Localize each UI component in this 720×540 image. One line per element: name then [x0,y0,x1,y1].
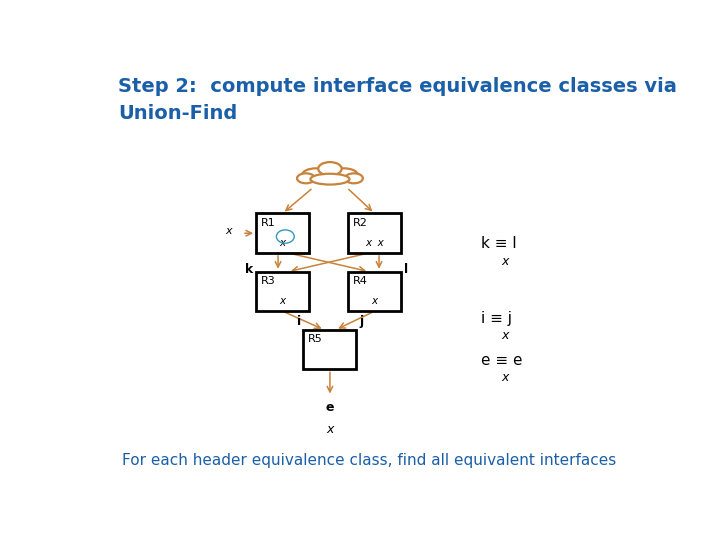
Text: x: x [502,329,509,342]
Text: R2: R2 [353,218,367,227]
Text: x: x [225,226,232,236]
Text: k ≡ l: k ≡ l [481,236,516,251]
Text: x: x [279,296,286,306]
Text: For each header equivalence class, find all equivalent interfaces: For each header equivalence class, find … [122,453,616,468]
Text: e ≡ e: e ≡ e [481,353,522,368]
Ellipse shape [318,162,342,176]
Bar [303,330,356,369]
Text: x  x: x x [365,238,384,248]
Ellipse shape [302,168,330,181]
Bar [348,272,401,311]
Text: j: j [359,315,364,328]
Text: x: x [279,238,286,248]
Text: R5: R5 [308,334,323,344]
Text: x: x [372,296,378,306]
Ellipse shape [310,174,349,185]
Text: Step 2:  compute interface equivalence classes via: Step 2: compute interface equivalence cl… [118,77,677,96]
Ellipse shape [297,173,315,183]
Text: R4: R4 [353,276,367,286]
Text: l: l [404,264,408,276]
Text: x: x [502,254,509,267]
Text: k: k [245,264,253,276]
Text: R3: R3 [261,276,275,286]
Text: i ≡ j: i ≡ j [481,311,512,326]
Bar [256,213,309,253]
Text: x: x [326,423,333,436]
Ellipse shape [345,173,363,183]
Bar [256,272,309,311]
Bar [348,213,401,253]
Text: Union-Find: Union-Find [118,104,237,123]
Ellipse shape [330,168,358,181]
Text: i: i [297,315,301,328]
Text: e: e [325,401,334,414]
Text: R1: R1 [261,218,275,227]
Text: x: x [502,371,509,384]
